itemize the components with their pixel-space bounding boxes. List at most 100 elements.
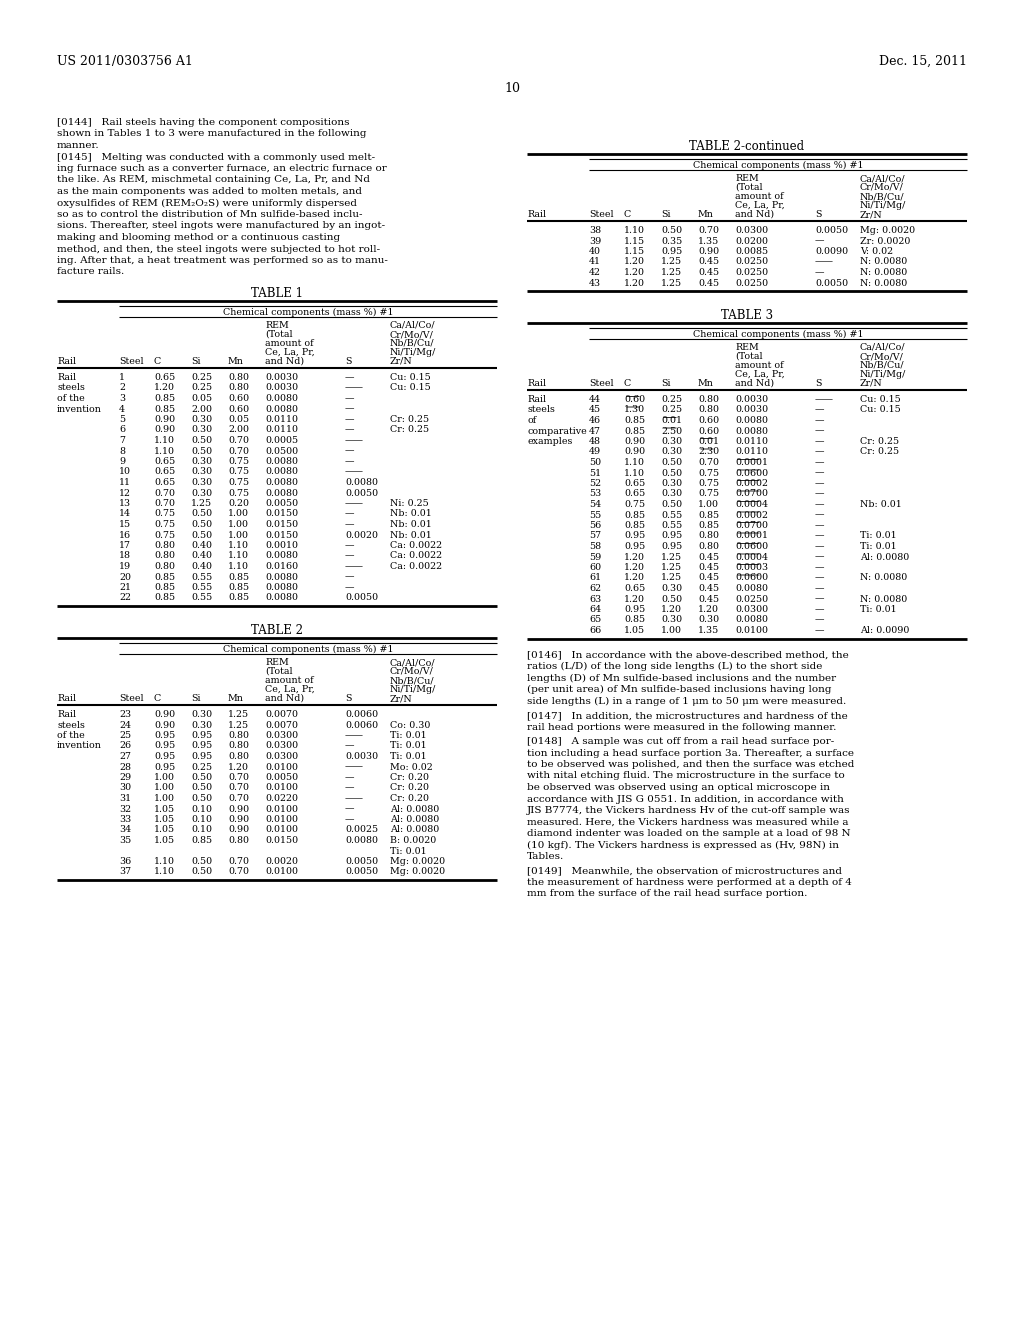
Text: —: — [345, 814, 354, 824]
Text: Zr: 0.0020: Zr: 0.0020 [860, 236, 910, 246]
Text: Ni/Ti/Mg/: Ni/Ti/Mg/ [860, 201, 906, 210]
Text: 1.10: 1.10 [228, 541, 249, 550]
Text: 38: 38 [589, 226, 601, 235]
Text: 2.00: 2.00 [228, 425, 249, 434]
Text: Ti: 0.01: Ti: 0.01 [390, 752, 427, 762]
Text: 0.60: 0.60 [698, 416, 719, 425]
Text: 0.45: 0.45 [698, 279, 719, 288]
Text: —: — [815, 236, 824, 246]
Text: 0.70: 0.70 [154, 499, 175, 508]
Text: N: 0.0080: N: 0.0080 [860, 279, 907, 288]
Text: 0.75: 0.75 [228, 467, 249, 477]
Text: 0.45: 0.45 [698, 257, 719, 267]
Text: (per unit area) of Mn sulfide-based inclusions having long: (per unit area) of Mn sulfide-based incl… [527, 685, 831, 694]
Text: 1.10: 1.10 [154, 857, 175, 866]
Text: 32: 32 [119, 804, 131, 813]
Text: 0.65: 0.65 [624, 490, 645, 499]
Text: 0.0060: 0.0060 [345, 721, 378, 730]
Text: steels: steels [527, 405, 555, 414]
Text: 0.80: 0.80 [154, 562, 175, 572]
Text: 0.60: 0.60 [698, 426, 719, 436]
Text: Cr: 0.20: Cr: 0.20 [390, 795, 429, 803]
Text: 1.20: 1.20 [154, 384, 175, 392]
Text: Rail: Rail [527, 395, 546, 404]
Text: 0.0250: 0.0250 [735, 279, 768, 288]
Text: 0.01: 0.01 [698, 437, 719, 446]
Text: 0.80: 0.80 [228, 742, 249, 751]
Text: 0.80: 0.80 [698, 532, 719, 540]
Text: 1.25: 1.25 [191, 499, 212, 508]
Text: 0.30: 0.30 [662, 447, 682, 457]
Text: REM: REM [265, 321, 289, 330]
Text: 19: 19 [119, 562, 131, 572]
Text: 0.80: 0.80 [154, 541, 175, 550]
Text: 1.20: 1.20 [624, 553, 645, 561]
Text: 0.0500: 0.0500 [265, 446, 298, 455]
Text: 1.00: 1.00 [154, 784, 175, 792]
Text: 0.85: 0.85 [624, 416, 645, 425]
Text: 0.0080: 0.0080 [265, 573, 298, 582]
Text: 0.90: 0.90 [154, 710, 175, 719]
Text: 0.0025: 0.0025 [345, 825, 378, 834]
Text: —: — [345, 520, 354, 529]
Text: steels: steels [57, 384, 85, 392]
Text: 0.0020: 0.0020 [345, 531, 378, 540]
Text: 42: 42 [589, 268, 601, 277]
Text: 2.00: 2.00 [191, 404, 212, 413]
Text: Ca: 0.0022: Ca: 0.0022 [390, 552, 442, 561]
Text: of: of [527, 416, 537, 425]
Text: 0.85: 0.85 [698, 511, 719, 520]
Text: 0.25: 0.25 [662, 395, 682, 404]
Text: C: C [154, 356, 161, 366]
Text: Cr/Mo/V/: Cr/Mo/V/ [860, 183, 904, 191]
Text: 0.0080: 0.0080 [735, 426, 768, 436]
Text: —: — [345, 446, 354, 455]
Text: 0.0300: 0.0300 [265, 752, 298, 762]
Text: 0.75: 0.75 [228, 457, 249, 466]
Text: 0.90: 0.90 [154, 414, 175, 424]
Text: 0.65: 0.65 [154, 457, 175, 466]
Text: —: — [345, 804, 354, 813]
Text: Ca: 0.0022: Ca: 0.0022 [390, 562, 442, 572]
Text: 0.50: 0.50 [191, 436, 212, 445]
Text: 0.60: 0.60 [228, 393, 249, 403]
Text: 0.45: 0.45 [698, 583, 719, 593]
Text: invention: invention [57, 742, 101, 751]
Text: —: — [815, 268, 824, 277]
Text: [0149]   Meanwhile, the observation of microstructures and: [0149] Meanwhile, the observation of mic… [527, 866, 842, 875]
Text: 33: 33 [119, 814, 131, 824]
Text: V: 0.02: V: 0.02 [860, 247, 893, 256]
Text: 0.0080: 0.0080 [265, 583, 298, 591]
Text: 0.0080: 0.0080 [265, 488, 298, 498]
Text: Al: 0.0080: Al: 0.0080 [390, 825, 439, 834]
Text: 0.45: 0.45 [698, 594, 719, 603]
Text: 1.10: 1.10 [154, 867, 175, 876]
Text: 0.80: 0.80 [228, 752, 249, 762]
Text: —: — [815, 521, 824, 531]
Text: 0.75: 0.75 [624, 500, 645, 510]
Text: 0.50: 0.50 [662, 458, 682, 467]
Text: invention: invention [57, 404, 101, 413]
Text: 0.75: 0.75 [154, 510, 175, 519]
Text: Cu: 0.15: Cu: 0.15 [390, 384, 431, 392]
Text: of the: of the [57, 731, 85, 741]
Text: 1.10: 1.10 [228, 562, 249, 572]
Text: 9: 9 [119, 457, 125, 466]
Text: 0.50: 0.50 [191, 857, 212, 866]
Text: 1.20: 1.20 [624, 594, 645, 603]
Text: 0.30: 0.30 [191, 425, 212, 434]
Text: ——: —— [345, 763, 364, 771]
Text: tion including a head surface portion 3a. Thereafter, a surface: tion including a head surface portion 3a… [527, 748, 854, 758]
Text: 0.20: 0.20 [228, 499, 249, 508]
Text: 1.00: 1.00 [154, 795, 175, 803]
Text: 0.0080: 0.0080 [265, 552, 298, 561]
Text: 0.0700: 0.0700 [735, 490, 768, 499]
Text: Ti: 0.01: Ti: 0.01 [390, 846, 427, 855]
Text: —: — [815, 469, 824, 478]
Text: 0.45: 0.45 [698, 553, 719, 561]
Text: Ni: 0.25: Ni: 0.25 [390, 499, 429, 508]
Text: 0.55: 0.55 [191, 573, 212, 582]
Text: —: — [815, 490, 824, 499]
Text: 0.0020: 0.0020 [265, 857, 298, 866]
Text: 10: 10 [504, 82, 520, 95]
